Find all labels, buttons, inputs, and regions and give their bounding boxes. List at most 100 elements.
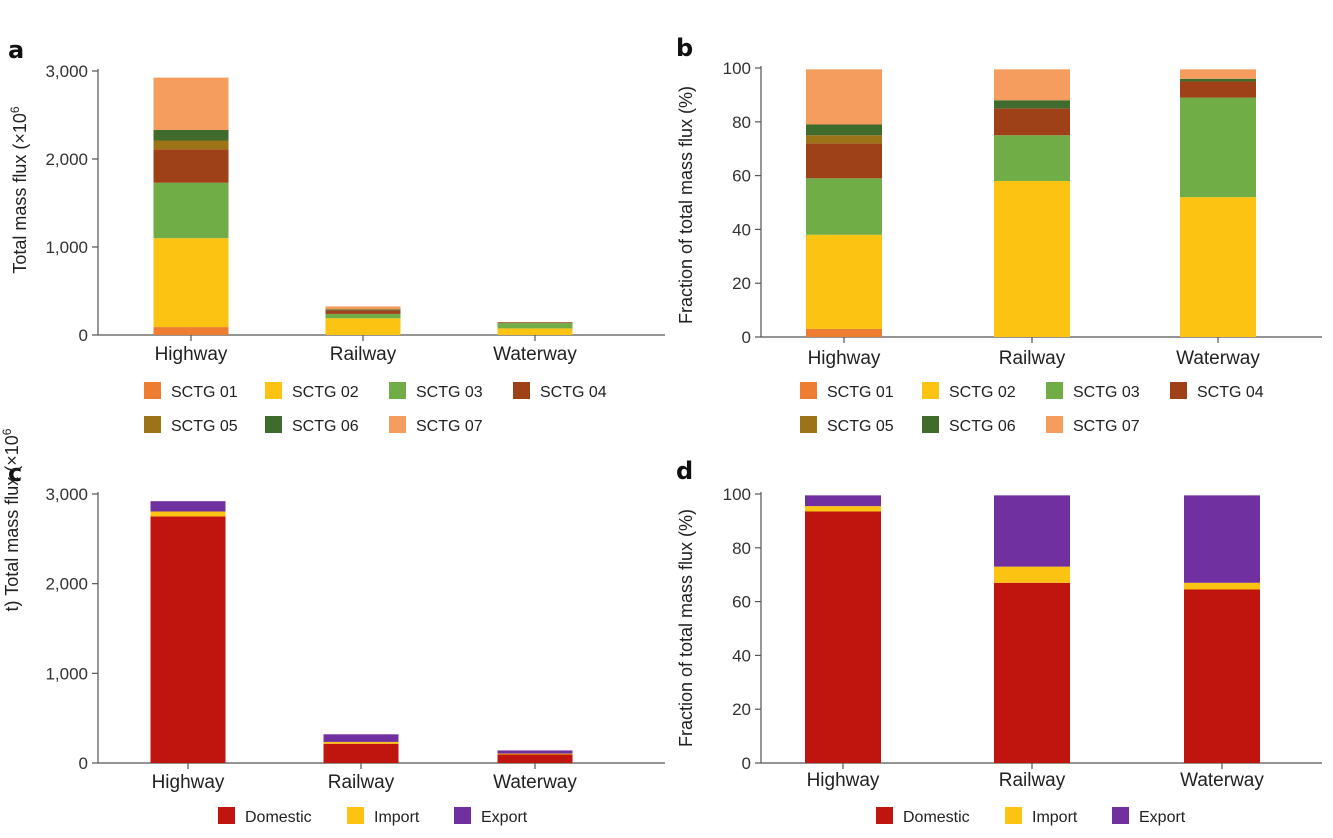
bar-segment-sctg-07 (806, 69, 882, 125)
bar-segment-domestic (1184, 589, 1260, 763)
legend-label: SCTG 07 (416, 418, 483, 435)
x-tick-label: Waterway (1176, 348, 1260, 369)
bar-segment-import (323, 741, 399, 744)
y-tick-label: 1,000 (45, 664, 88, 683)
legend-label: SCTG 07 (1073, 418, 1140, 435)
bar-segment-export (323, 734, 399, 742)
legend-swatch (1005, 807, 1022, 824)
bar-segment-domestic (323, 743, 399, 763)
bar-segment-sctg-02 (497, 328, 573, 335)
legend-swatch (347, 807, 364, 824)
legend-swatch (1112, 807, 1129, 824)
y-tick-label: 60 (732, 167, 751, 186)
bar-segment-domestic (805, 511, 881, 763)
legend-item: SCTG 07 (389, 416, 483, 435)
legend-label: Domestic (903, 809, 970, 826)
x-tick-label: Highway (808, 348, 881, 369)
legend-swatch (454, 807, 471, 824)
legend-label: SCTG 05 (827, 418, 894, 435)
y-axis-label: Fraction of total mass flux (%) (676, 509, 696, 747)
y-tick-label: 40 (732, 646, 751, 665)
legend-swatch (218, 807, 235, 824)
legend-item: Export (1112, 807, 1186, 826)
y-tick-label: 0 (79, 326, 88, 345)
bar-segment-sctg-04 (1180, 81, 1256, 98)
bar-segment-sctg-06 (806, 124, 882, 136)
legend-item: SCTG 03 (389, 382, 483, 401)
legend-swatch (1046, 382, 1063, 399)
y-tick-label: 20 (732, 274, 751, 293)
y-tick-label: 80 (732, 539, 751, 558)
y-tick-label: 20 (732, 700, 751, 719)
y-tick-label: 80 (732, 113, 751, 132)
legend-label: SCTG 02 (949, 384, 1016, 401)
x-tick-label: Railway (328, 772, 395, 793)
bar-segment-sctg-04 (325, 310, 401, 314)
x-tick-label: Railway (330, 344, 397, 365)
legend-label: SCTG 04 (540, 384, 607, 401)
legend-item: SCTG 06 (922, 416, 1016, 435)
bar-segment-sctg-07 (994, 69, 1070, 101)
legend-swatch (513, 382, 530, 399)
bar-segment-export (805, 495, 881, 507)
bar-segment-sctg-02 (153, 238, 229, 328)
bar-segment-sctg-03 (806, 178, 882, 235)
legend-item: Domestic (876, 807, 970, 826)
legend-label: SCTG 04 (1197, 384, 1264, 401)
bar-segment-export (497, 750, 573, 754)
bar-segment-sctg-06 (153, 129, 229, 141)
bar-segment-sctg-02 (325, 318, 401, 335)
y-tick-label: 60 (732, 593, 751, 612)
bar-segment-sctg-06 (994, 100, 1070, 109)
legend-swatch (876, 807, 893, 824)
legend-label: Import (1032, 809, 1078, 826)
bar-segment-sctg-05 (806, 135, 882, 144)
bar-segment-sctg-01 (153, 327, 229, 335)
y-tick-label: 0 (742, 328, 751, 347)
legend-label: SCTG 03 (1073, 384, 1140, 401)
y-tick-label: 100 (723, 59, 751, 78)
bar-segment-sctg-03 (153, 182, 229, 239)
x-tick-label: Waterway (493, 344, 577, 365)
y-tick-label: 0 (742, 754, 751, 773)
y-tick-label: 1,000 (45, 238, 88, 257)
bar-segment-sctg-04 (994, 108, 1070, 136)
y-tick-label: 0 (79, 754, 88, 773)
legend-swatch (144, 416, 161, 433)
legend-label: SCTG 06 (949, 418, 1016, 435)
bar-segment-sctg-04 (153, 149, 229, 183)
panel-label: b (676, 34, 693, 62)
x-tick-label: Highway (155, 344, 228, 365)
legend-swatch (389, 382, 406, 399)
legend-swatch (1170, 382, 1187, 399)
legend-label: Export (1139, 809, 1186, 826)
bar-segment-sctg-04 (806, 143, 882, 179)
bar-segment-domestic (150, 516, 226, 763)
legend-swatch (389, 416, 406, 433)
bar-segment-import (150, 511, 226, 517)
bar-segment-sctg-01 (806, 328, 882, 337)
legend-item: Import (347, 807, 420, 826)
bar-segment-sctg-07 (1180, 69, 1256, 79)
bar-segment-sctg-03 (497, 323, 573, 329)
y-tick-label: 2,000 (45, 150, 88, 169)
legend-swatch (144, 382, 161, 399)
bar-segment-export (1184, 495, 1260, 583)
legend-label: SCTG 02 (292, 384, 359, 401)
y-axis-label-superscript: 6 (8, 106, 22, 113)
bar-segment-sctg-06 (1180, 78, 1256, 82)
legend-swatch (1046, 416, 1063, 433)
y-tick-label: 40 (732, 220, 751, 239)
legend-item: SCTG 05 (144, 416, 238, 435)
y-tick-label: 2,000 (45, 575, 88, 594)
legend-swatch (800, 382, 817, 399)
x-tick-label: Railway (999, 770, 1066, 791)
bar-segment-sctg-05 (153, 140, 229, 150)
legend-label: Export (481, 809, 528, 826)
panel-d: d 0 20 40 60 80 100 Fraction of total mass flu… (676, 457, 1322, 826)
legend-item: SCTG 02 (265, 382, 359, 401)
x-tick-label: Highway (807, 770, 880, 791)
legend-swatch (922, 416, 939, 433)
y-axis-label: Fraction of total mass flux (%) (676, 86, 696, 324)
bar-segment-sctg-07 (325, 306, 401, 310)
